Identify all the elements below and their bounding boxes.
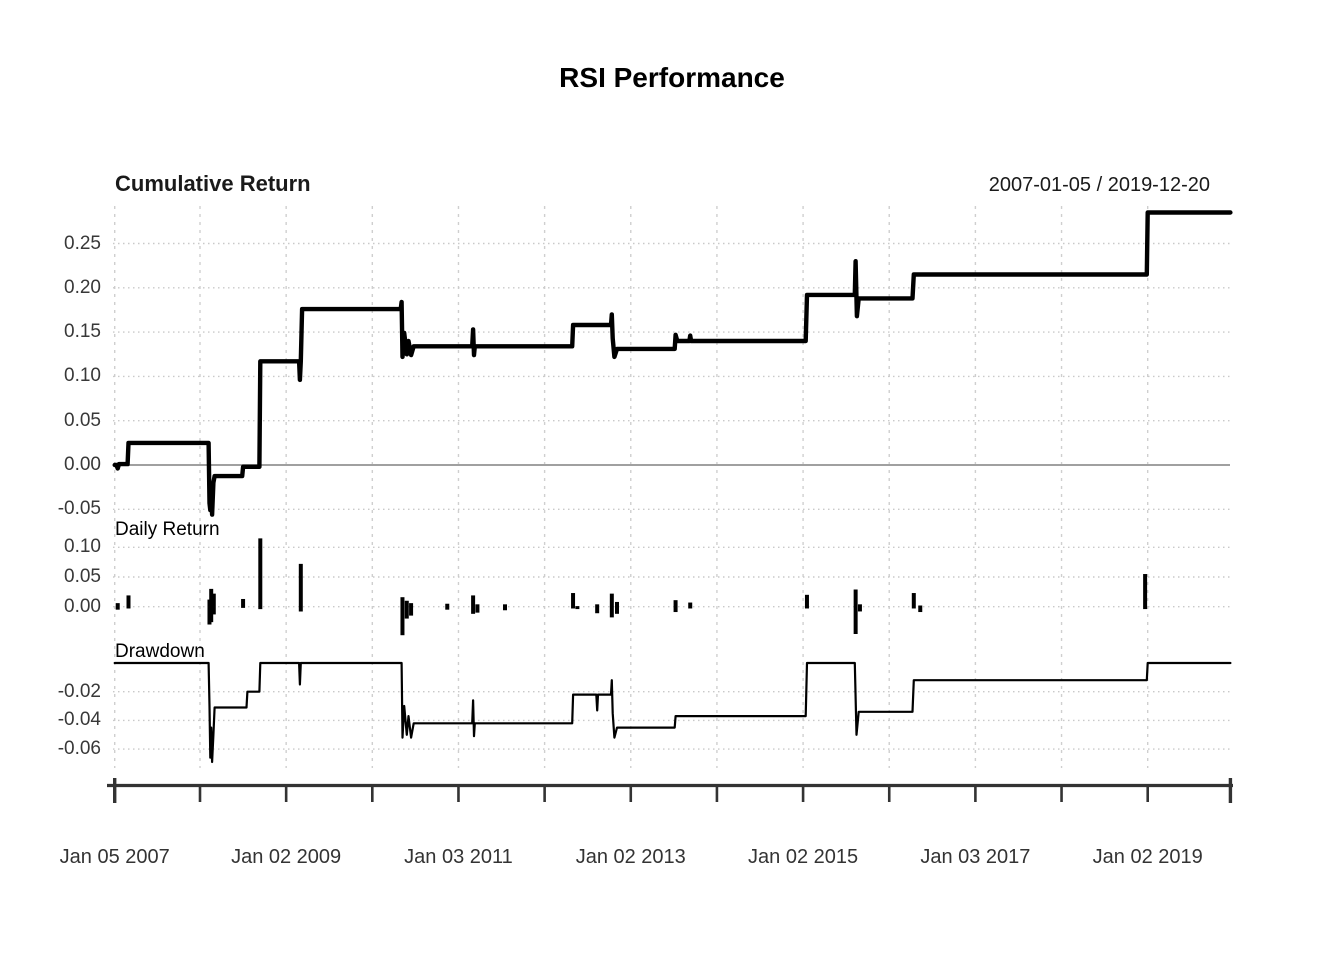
y-tick-label: -0.04	[57, 709, 101, 731]
x-tick-label: Jan 02 2013	[575, 846, 686, 868]
y-tick-label: 0.00	[64, 595, 101, 617]
y-tick-label: 0.10	[64, 536, 101, 558]
x-tick-label: Jan 02 2015	[748, 846, 859, 868]
x-tick-label: Jan 03 2011	[404, 846, 513, 868]
chart-title: RSI Performance	[559, 62, 785, 93]
x-tick-label: Jan 05 2007	[59, 846, 170, 868]
cumulative-return-line	[112, 210, 1233, 517]
daily-return-panel-label: Daily Return	[115, 519, 220, 540]
y-tick-label: -0.02	[57, 680, 101, 702]
date-range-label: 2007-01-05 / 2019-12-20	[988, 174, 1210, 196]
x-tick-label: Jan 02 2019	[1092, 846, 1203, 868]
y-tick-label: 0.15	[64, 321, 101, 343]
y-tick-label: -0.05	[57, 498, 101, 520]
y-tick-label: 0.25	[64, 232, 101, 254]
x-tick-label: Jan 02 2009	[231, 846, 342, 868]
drawdown-line	[113, 661, 1232, 764]
y-tick-label: 0.10	[64, 365, 101, 387]
drawdown-panel-label: Drawdown	[115, 641, 205, 662]
y-tick-label: 0.00	[64, 454, 101, 475]
y-tick-label: 0.05	[64, 566, 101, 587]
y-tick-label: -0.06	[57, 738, 101, 760]
cumulative-return-panel-label: Cumulative Return	[115, 171, 311, 196]
x-tick-label: Jan 03 2017	[920, 846, 1031, 868]
y-tick-label: 0.20	[64, 276, 101, 298]
y-tick-label: 0.05	[64, 409, 101, 431]
